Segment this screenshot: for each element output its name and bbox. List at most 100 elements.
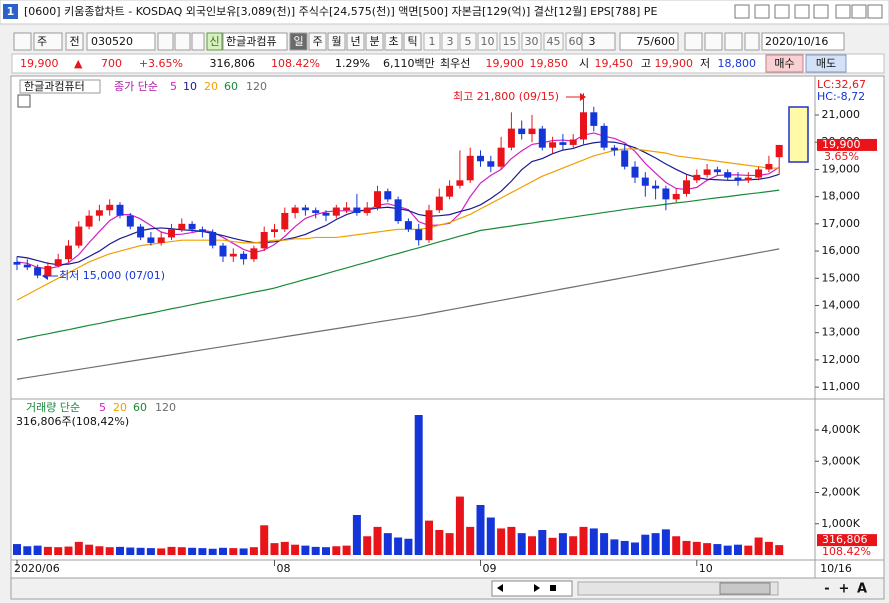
tab-btn[interactable] [327, 32, 346, 51]
low-label: 저 [700, 57, 710, 70]
turnover: 1.29% [335, 57, 370, 70]
volume-bar [414, 415, 423, 555]
tab-btn[interactable] [346, 32, 365, 51]
play-next[interactable] [534, 584, 540, 592]
legend-entry: 10 [183, 80, 197, 93]
num-btn[interactable] [423, 32, 441, 51]
window-btn[interactable] [734, 4, 750, 19]
volume-bar [610, 539, 619, 555]
tab-btn[interactable] [365, 32, 384, 51]
candle-body [168, 229, 175, 238]
candle-body [322, 212, 330, 216]
candle-body [652, 185, 660, 189]
volume-bar [517, 533, 526, 555]
window-btn[interactable] [851, 4, 867, 19]
volume-bar [682, 540, 691, 555]
num-btn[interactable] [499, 32, 520, 51]
candle-body [755, 169, 763, 178]
play-controls[interactable] [491, 580, 573, 597]
volume-bar [74, 541, 83, 555]
y-tick-label: 2,000K [821, 486, 860, 499]
volume-bar [744, 545, 753, 555]
tab-btn[interactable] [308, 32, 327, 51]
tab-btn[interactable] [289, 32, 308, 51]
volume-bar [528, 536, 536, 555]
candle-body [116, 204, 124, 216]
info-row [11, 53, 885, 74]
candle-body [446, 185, 454, 197]
candle-body [549, 142, 557, 148]
candle-body [775, 144, 783, 158]
scroll-thumb[interactable] [719, 582, 771, 595]
candle-body [34, 267, 42, 276]
nav-btn[interactable]: A [857, 582, 867, 597]
candle-body [291, 207, 299, 213]
play-prev[interactable] [497, 584, 503, 592]
volume-bar [260, 525, 269, 555]
candle-body [23, 264, 31, 268]
candle-body [394, 199, 402, 222]
num-btn[interactable] [441, 32, 459, 51]
nav-btn[interactable]: - [824, 582, 829, 597]
volume-bar [146, 548, 155, 555]
ma-line [16, 189, 780, 341]
nav-btn[interactable]: + [839, 582, 850, 597]
tool-icon[interactable] [174, 32, 191, 51]
num-btn[interactable] [459, 32, 477, 51]
volume-bar [126, 547, 135, 555]
num-btn[interactable] [543, 32, 564, 51]
tool-icon[interactable] [684, 32, 703, 51]
window-btn[interactable] [754, 4, 770, 19]
y-tick-label: 1,000K [821, 517, 860, 530]
period-select[interactable] [33, 32, 63, 51]
volume-bar [589, 528, 598, 555]
tool-icon[interactable] [724, 32, 743, 51]
volume-bar [672, 536, 681, 555]
num-btn[interactable] [477, 32, 498, 51]
window-close[interactable] [867, 4, 883, 19]
volume-bar [301, 545, 310, 555]
prev-btn[interactable] [65, 32, 84, 51]
volume-bar [311, 546, 320, 555]
window-btn[interactable] [835, 4, 851, 19]
tab-btn[interactable] [403, 32, 422, 51]
date-input[interactable] [761, 32, 845, 51]
num-btn[interactable] [521, 32, 542, 51]
code-input[interactable] [86, 32, 156, 51]
tool-icon[interactable] [704, 32, 723, 51]
volume-summary: 316,806주(108,42%) [16, 415, 129, 428]
volume-bar [85, 544, 94, 555]
chart-frame [10, 75, 885, 579]
grid-icon[interactable] [17, 94, 31, 108]
x-tick-label: 08 [277, 562, 291, 575]
high: 19,900 [655, 57, 694, 70]
new-btn[interactable] [206, 32, 223, 51]
tool-icon[interactable] [13, 32, 32, 51]
tool-icon[interactable] [157, 32, 174, 51]
tab-btn[interactable] [384, 32, 403, 51]
buy-btn[interactable] [765, 54, 804, 73]
tool-icon[interactable] [744, 32, 760, 51]
window-btn[interactable] [813, 4, 829, 19]
num: 45 [547, 35, 561, 48]
tab: 년 [350, 35, 360, 48]
candle-body [240, 253, 248, 260]
num: 30 [525, 35, 539, 48]
candle-body [65, 245, 72, 260]
window-btn[interactable] [794, 4, 810, 19]
volume-bar [445, 533, 454, 555]
best-label: 최우선 [440, 57, 470, 70]
window-btn[interactable] [774, 4, 790, 19]
volume-bar [332, 546, 341, 555]
unit-select[interactable] [581, 32, 616, 51]
candle-body [147, 237, 155, 243]
play-stop[interactable] [550, 585, 556, 591]
candle-body [260, 232, 268, 249]
sell-btn[interactable] [805, 54, 847, 73]
count-box[interactable] [619, 32, 679, 51]
volume-bar [394, 537, 403, 555]
tool-icon[interactable] [191, 32, 205, 51]
volume-bar [23, 546, 32, 555]
unit: 3 [589, 35, 596, 48]
